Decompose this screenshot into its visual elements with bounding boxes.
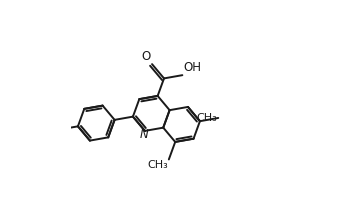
Text: CH₃: CH₃ [147,160,168,170]
Text: CH₃: CH₃ [197,112,217,122]
Text: OH: OH [183,61,201,74]
Text: N: N [139,128,148,141]
Text: O: O [141,50,150,63]
